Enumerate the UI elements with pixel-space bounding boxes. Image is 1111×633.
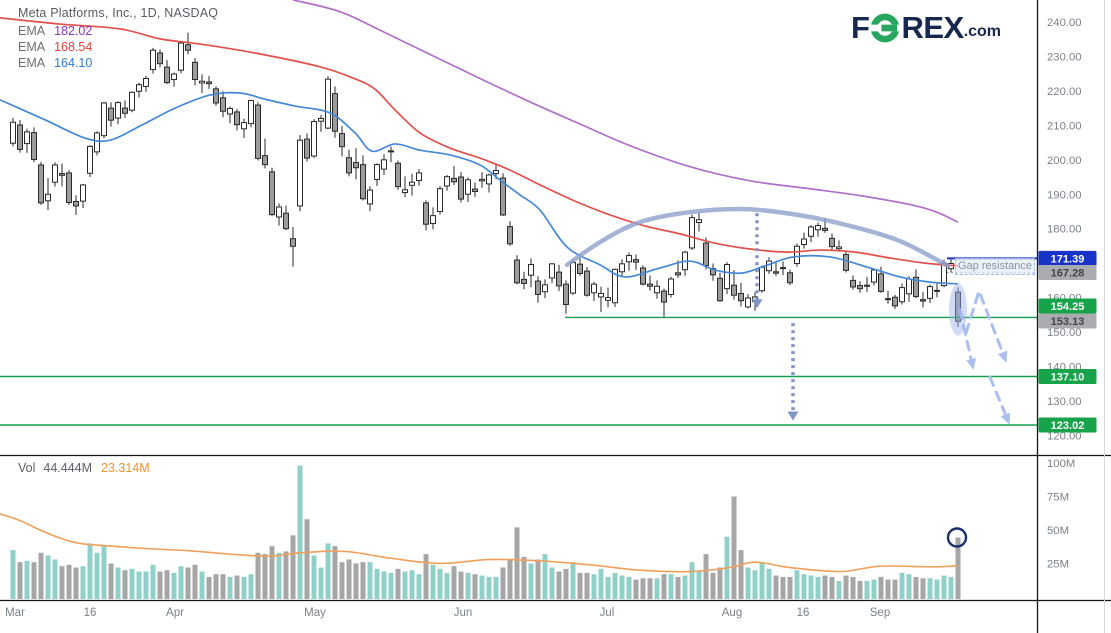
price-badges: 171.39 167.28 154.25 153.13 137.10 123.02 xyxy=(1038,250,1097,433)
volume-ma-line xyxy=(0,513,959,573)
volume-ma-value: 23.314M xyxy=(101,461,150,475)
svg-text:200.00: 200.00 xyxy=(1047,155,1082,167)
logo-text-f: F xyxy=(851,10,870,45)
svg-text:50M: 50M xyxy=(1047,525,1069,537)
rounding-top-arc[interactable] xyxy=(564,206,951,269)
forecast-arrows[interactable] xyxy=(958,289,1014,427)
ema-slow-line xyxy=(292,0,959,223)
price-badge xyxy=(1038,313,1097,329)
svg-text:210.00: 210.00 xyxy=(1047,120,1082,132)
svg-text:Sep: Sep xyxy=(870,607,890,619)
price-badge xyxy=(1038,250,1097,266)
symbol-title[interactable]: Meta Platforms, Inc., 1D, NASDAQ xyxy=(18,6,219,20)
price-badge xyxy=(1038,368,1097,384)
volume-value: 44.444M xyxy=(43,461,93,475)
indicator-row-ema-slow[interactable]: EMA 182.02 xyxy=(18,24,218,40)
svg-text:130.00: 130.00 xyxy=(1047,396,1082,408)
volume-axis[interactable]: 100M 75M 50M 25M xyxy=(1047,458,1075,571)
indicator-row-ema-fast[interactable]: EMA 164.10 xyxy=(18,56,218,72)
gap-resistance-label[interactable]: Gap resistance xyxy=(955,258,1035,275)
svg-text:16: 16 xyxy=(797,607,810,619)
volume-label: Vol xyxy=(18,461,36,475)
svg-text:137.10: 137.10 xyxy=(1051,371,1085,383)
logo-text-com: .com xyxy=(963,23,1002,40)
candles-layer xyxy=(10,32,961,327)
svg-text:Aug: Aug xyxy=(722,607,742,619)
measured-move-arrows[interactable] xyxy=(751,213,799,421)
price-badge xyxy=(1038,298,1097,314)
forex-logo: F REX .com xyxy=(851,12,1001,44)
svg-text:120.00: 120.00 xyxy=(1047,430,1082,442)
volume-highlight-circle[interactable] xyxy=(946,527,968,548)
svg-text:150.00: 150.00 xyxy=(1047,327,1082,339)
ema-mid-line xyxy=(0,17,959,267)
indicator-value: 164.10 xyxy=(54,56,93,70)
symbol-legend: Meta Platforms, Inc., 1D, NASDAQ EMA 182.… xyxy=(18,6,218,72)
volume-legend[interactable]: Vol 44.444M 23.314M xyxy=(18,461,150,475)
svg-text:16: 16 xyxy=(84,607,97,619)
level-lines[interactable] xyxy=(0,257,1037,426)
svg-text:25M: 25M xyxy=(1047,559,1069,571)
indicator-row-ema-mid[interactable]: EMA 168.54 xyxy=(18,40,218,56)
svg-text:May: May xyxy=(304,607,326,619)
svg-text:167.28: 167.28 xyxy=(1051,268,1085,280)
price-axis[interactable]: 240.00 230.00 220.00 210.00 200.00 190.00 180.… xyxy=(1047,17,1082,442)
indicator-value: 168.54 xyxy=(54,40,93,54)
svg-text:123.02: 123.02 xyxy=(1051,420,1085,432)
svg-text:75M: 75M xyxy=(1047,492,1069,504)
svg-text:153.13: 153.13 xyxy=(1051,316,1085,328)
svg-text:180.00: 180.00 xyxy=(1047,224,1082,236)
svg-text:154.25: 154.25 xyxy=(1051,301,1085,313)
indicator-label: EMA xyxy=(18,24,46,38)
logo-text-rex: REX xyxy=(901,10,964,45)
indicator-label: EMA xyxy=(18,40,46,54)
ema-fast-line xyxy=(0,91,959,285)
logo-o-icon xyxy=(870,13,901,43)
svg-text:Jul: Jul xyxy=(600,607,615,619)
svg-text:190.00: 190.00 xyxy=(1047,189,1082,201)
svg-text:Jun: Jun xyxy=(454,607,473,619)
svg-text:230.00: 230.00 xyxy=(1047,51,1082,63)
svg-text:100M: 100M xyxy=(1047,458,1075,470)
svg-text:Apr: Apr xyxy=(166,607,184,619)
indicator-value: 182.02 xyxy=(54,24,93,38)
last-candle-highlight[interactable] xyxy=(949,283,967,336)
price-badge xyxy=(1038,417,1097,433)
svg-text:171.39: 171.39 xyxy=(1051,253,1085,265)
svg-text:240.00: 240.00 xyxy=(1047,17,1082,29)
svg-text:Mar: Mar xyxy=(5,607,25,619)
price-badge xyxy=(1038,265,1097,281)
indicator-label: EMA xyxy=(18,56,46,70)
svg-text:220.00: 220.00 xyxy=(1047,86,1082,98)
volume-bars xyxy=(10,465,961,599)
time-axis[interactable]: Mar 16 Apr May Jun Jul Aug 16 Sep xyxy=(5,607,890,619)
